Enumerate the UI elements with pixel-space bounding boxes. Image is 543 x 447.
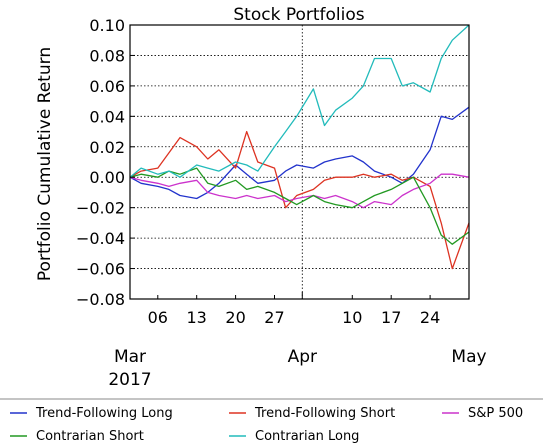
y-tick-label: 0.06 xyxy=(89,77,125,96)
legend: Trend-Following Long Trend-Following Shor… xyxy=(10,406,523,444)
series-line xyxy=(129,106,470,200)
x-month-label: Apr xyxy=(288,347,317,367)
legend-label: Contrarian Short xyxy=(36,429,144,444)
x-tick-label: 13 xyxy=(187,308,207,327)
y-ticks: 0.10 0.08 0.06 0.04 0.02 0.00 −0.02 −0.04 −0.06 −… xyxy=(76,16,135,309)
y-axis-label: Portfolio Cumulative Return xyxy=(35,47,55,281)
legend-label: Trend-Following Short xyxy=(254,406,395,421)
series-line xyxy=(129,130,470,270)
series-line xyxy=(129,173,470,209)
x-tick-label: 27 xyxy=(264,308,284,327)
x-tick-label: 24 xyxy=(420,308,440,327)
series-line xyxy=(129,167,470,245)
chart-title: Stock Portfolios xyxy=(233,5,364,25)
grid-lines xyxy=(130,25,469,299)
plot-frame xyxy=(129,24,470,300)
y-tick-label: −0.08 xyxy=(76,290,125,309)
x-tick-label: 10 xyxy=(342,308,362,327)
y-tick-label: −0.04 xyxy=(76,229,125,248)
x-ticks: 06 13 20 27 10 17 24 Mar 2017 Apr May xyxy=(108,292,487,390)
series-group xyxy=(129,24,470,270)
x-tick-label: 20 xyxy=(225,308,245,327)
y-tick-label: 0.08 xyxy=(89,46,125,65)
y-tick-label: 0.04 xyxy=(89,107,125,126)
y-tick-label: −0.02 xyxy=(76,199,125,218)
x-month-label: May xyxy=(451,347,486,367)
y-tick-label: −0.06 xyxy=(76,260,125,279)
legend-label: S&P 500 xyxy=(468,406,523,421)
y-tick-label: 0.00 xyxy=(89,168,125,187)
legend-label: Contrarian Long xyxy=(255,429,359,444)
legend-label: Trend-Following Long xyxy=(35,406,173,421)
x-tick-label: 06 xyxy=(148,308,168,327)
y-tick-label: 0.02 xyxy=(89,138,125,157)
x-tick-label: 17 xyxy=(381,308,401,327)
y-tick-label: 0.10 xyxy=(89,16,125,35)
x-month-label: Mar xyxy=(114,347,146,367)
series-line xyxy=(129,24,470,178)
x-year-label: 2017 xyxy=(108,370,151,390)
